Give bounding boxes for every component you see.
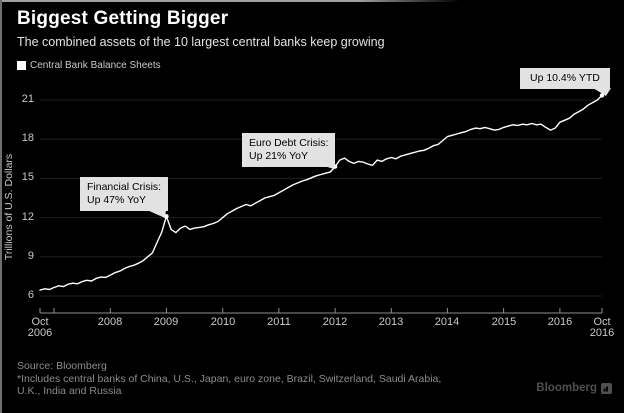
legend-label: Central Bank Balance Sheets [30,60,161,71]
chart-title: Biggest Getting Bigger [17,8,229,29]
x-tick-label: 2011 [267,316,291,328]
chart-subtitle: The combined assets of the 10 largest ce… [17,35,385,49]
y-tick-label: 18 [21,132,34,144]
annotation-line: Up 21% YoY [249,150,308,162]
y-axis-title: Trillions of U.S. Dollars [3,153,15,261]
x-tick-label: Oct 2006 [27,316,53,339]
x-tick-label: 2013 [378,316,404,328]
x-tick-label: 2016 [547,316,573,328]
annotation-line: Up 10.4% YTD [530,72,600,84]
y-tick-label: 21 [21,93,34,105]
y-tick-label: 9 [27,250,34,262]
x-tick-label: 2009 [153,316,179,328]
x-tick-label: 2015 [491,316,517,328]
annotation-ytd: Up 10.4% YTD [520,68,610,89]
footnote-line2: U.K., India and Russia [17,385,122,397]
annotation-financial-crisis: Financial Crisis: Up 47% YoY [80,177,169,211]
x-tick-label: Oct 2016 [589,316,615,339]
annotation-line: Financial Crisis: [87,181,162,193]
bloomberg-logo-icon [601,382,612,394]
bloomberg-brand: Bloomberg [536,382,612,394]
screenshot-left-edge [0,0,2,413]
footnote-line1: *Includes central banks of China, U.S., … [17,372,442,385]
y-tick-label: 12 [21,211,34,223]
source-text: Source: Bloomberg [17,360,107,372]
screenshot-top-edge [0,0,460,2]
annotation-euro-debt-crisis: Euro Debt Crisis: Up 21% YoY [242,133,336,167]
annotation-line: Up 47% YoY [87,194,146,206]
x-tick-label: 2012 [322,316,348,328]
footer: Source: Bloomberg *Includes central bank… [17,360,441,398]
bloomberg-brand-text: Bloomberg [536,382,597,394]
x-tick-label: 2014 [434,316,460,328]
y-tick-label: 15 [21,171,34,183]
y-tick-label: 6 [27,289,34,301]
x-tick-label: 2010 [210,316,236,328]
legend: Central Bank Balance Sheets [17,60,161,71]
annotation-line: Euro Debt Crisis: [249,137,329,149]
legend-swatch-icon [17,61,26,70]
x-tick-label: 2008 [97,316,123,328]
